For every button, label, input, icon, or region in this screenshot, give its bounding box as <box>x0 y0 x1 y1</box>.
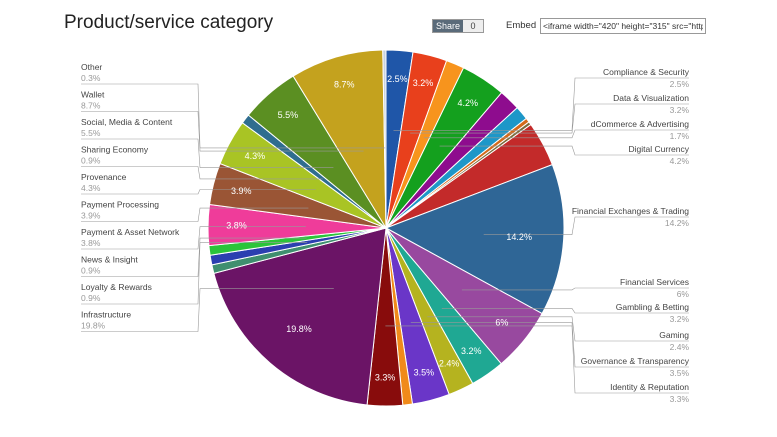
embed-label: Embed <box>506 20 537 31</box>
legend-category-name: Sharing Economy <box>81 145 149 155</box>
leader-line <box>81 226 306 250</box>
slice-percent-label: 4.2% <box>458 98 479 108</box>
slice-percent-label: 3.9% <box>231 186 252 196</box>
leader-line <box>81 237 307 277</box>
legend-category-percent: 3.8% <box>81 238 101 248</box>
slice-percent-label: 4.3% <box>245 151 266 161</box>
slice-percent-label: 3.8% <box>226 221 247 231</box>
legend-category-percent: 4.2% <box>670 156 690 166</box>
share-count: 0 <box>463 20 483 32</box>
slice-percent-label: 3.2% <box>413 78 434 88</box>
legend-category-name: Financial Exchanges & Trading <box>572 206 689 216</box>
legend-category-percent: 3.9% <box>81 211 101 221</box>
leader-line <box>81 138 334 168</box>
slice-percent-label: 3.3% <box>375 373 396 383</box>
legend-category-percent: 8.7% <box>81 101 101 111</box>
legend-category-name: Gaming <box>659 330 689 340</box>
leader-line <box>385 325 689 394</box>
legend-category-percent: 2.5% <box>670 79 690 89</box>
leader-line <box>81 189 316 195</box>
embed-code-input[interactable] <box>540 18 706 34</box>
leader-line <box>410 322 689 368</box>
pie-slice-financial-exchanges-trading[interactable] <box>384 163 565 315</box>
legend-category-percent: 3.5% <box>670 368 690 378</box>
slice-percent-label: 14.2% <box>506 232 532 242</box>
legend-category-name: Loyalty & Rewards <box>81 282 152 292</box>
legend-category-name: Social, Media & Content <box>81 117 173 127</box>
leader-line <box>410 103 689 134</box>
legend-category-percent: 19.8% <box>81 321 106 331</box>
legend-category-name: Identity & Reputation <box>610 382 689 392</box>
leader-line <box>424 129 689 139</box>
leader-line <box>81 111 364 152</box>
legend-category-name: dCommerce & Advertising <box>591 119 690 129</box>
leader-line <box>81 166 323 180</box>
leader-line <box>461 287 689 291</box>
legend-category-name: Governance & Transparency <box>581 356 690 366</box>
share-label: Share <box>433 20 463 32</box>
legend-category-name: Payment & Asset Network <box>81 227 180 237</box>
leader-line <box>439 145 689 156</box>
legend-category-percent: 6% <box>677 289 690 299</box>
leader-line <box>393 77 689 131</box>
legend-category-percent: 0.3% <box>81 73 101 83</box>
legend-category-name: Payment Processing <box>81 200 159 210</box>
legend-category-name: Other <box>81 62 102 72</box>
leader-line <box>427 316 689 342</box>
leader-line <box>81 83 386 149</box>
legend-category-name: Compliance & Security <box>603 67 690 77</box>
legend-category-name: Digital Currency <box>629 144 690 154</box>
leader-line <box>81 207 309 222</box>
legend-category-name: Wallet <box>81 90 105 100</box>
slice-percent-label: 19.8% <box>286 324 312 334</box>
legend-category-name: Provenance <box>81 172 127 182</box>
slice-percent-label: 3.5% <box>414 368 435 378</box>
leader-line <box>81 242 308 305</box>
legend-category-name: Gambling & Betting <box>616 302 690 312</box>
legend-category-percent: 1.7% <box>670 131 690 141</box>
legend-category-percent: 3.2% <box>670 105 690 115</box>
slice-percent-label: 2.5% <box>387 74 408 84</box>
legend-category-name: Data & Visualization <box>613 93 689 103</box>
slice-percent-label: 8.7% <box>334 79 355 89</box>
pie-slices <box>207 49 565 407</box>
leader-line <box>441 308 689 314</box>
legend-category-percent: 0.9% <box>81 293 101 303</box>
legend-category-name: Financial Services <box>620 277 689 287</box>
legend-category-percent: 0.9% <box>81 156 101 166</box>
legend-category-name: News & Insight <box>81 255 138 265</box>
pie-slice-other[interactable] <box>382 49 387 229</box>
slice-percent-label: 5.5% <box>278 110 299 120</box>
legend-category-percent: 3.2% <box>670 314 690 324</box>
slice-labels: 2.5% 3.2%4.2%14.2%6%3.2%2.4%3.5%3.3%19.8%… <box>226 74 532 383</box>
leader-lines <box>81 77 689 394</box>
legend-category-name: Infrastructure <box>81 310 131 320</box>
leader-line <box>483 216 689 235</box>
legend-category-percent: 4.3% <box>81 183 101 193</box>
slice-percent-label: 6% <box>495 318 508 328</box>
pie-slice-wallet[interactable] <box>292 49 387 230</box>
slice-percent-label: 3.2% <box>461 346 482 356</box>
legend-category-percent: 0.9% <box>81 266 101 276</box>
legend-category-percent: 3.3% <box>670 394 690 404</box>
pie-slice-infrastructure[interactable] <box>213 227 387 406</box>
chart-title: Product/service category <box>64 12 274 33</box>
legend-category-percent: 14.2% <box>665 218 690 228</box>
slice-percent-label: 2.4% <box>439 359 460 369</box>
legend-category-percent: 5.5% <box>81 128 101 138</box>
share-button[interactable]: Share 0 <box>432 19 484 33</box>
legend-category-percent: 2.4% <box>670 342 690 352</box>
leader-line <box>81 288 334 332</box>
